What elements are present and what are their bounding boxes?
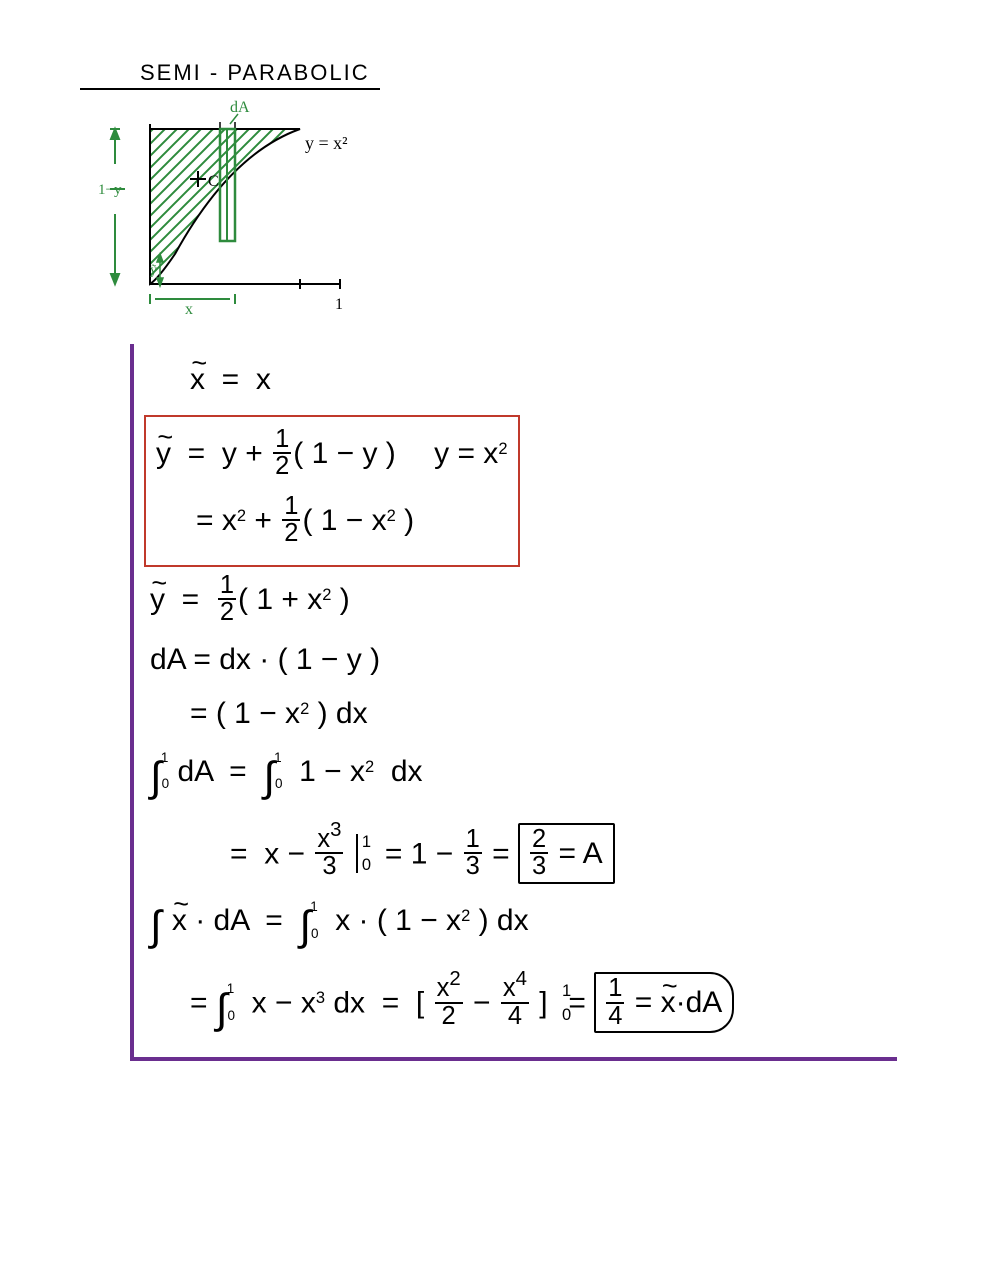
eq-area-eval: = x − x33 10 = 1 − 13 = 23 = A (230, 820, 897, 884)
highlight-box: y = y + 12( 1 − y ) y = x2 = x2 + 12( 1 … (144, 415, 520, 567)
eq-xdA-integral: ∫ x · dA = ∫10 x · ( 1 − x2 ) dx (150, 898, 897, 955)
eq-y-of-x: y = x2 (434, 434, 507, 475)
x-dim-label: x (185, 301, 193, 318)
work-area: x = x y = y + 12( 1 − y ) y = x2 = x2 + … (60, 344, 927, 1061)
left-margin-rule (130, 344, 134, 1061)
bottom-margin-rule (130, 1057, 897, 1061)
eq-xtilde: x = x (190, 360, 897, 401)
eq-dA-1: dA = dx · ( 1 − y ) (150, 640, 897, 681)
one-marker: 1 (335, 296, 343, 313)
boxed-xdA: 14 = x·dA (594, 972, 734, 1033)
one-minus-y-dim (110, 129, 125, 284)
eq-area-integral: ∫10 dA = ∫10 1 − x2 dx (150, 749, 897, 806)
eq-ytilde-def: y = y + 12( 1 − y ) y = x2 (156, 427, 508, 480)
curve-label: y = x² (305, 133, 348, 153)
diagram-svg: C dA y = x² 1−y ỹ (80, 94, 400, 324)
eq-dA-2: = ( 1 − x2 ) dx (190, 694, 897, 735)
page-title: SEMI - PARABOLIC (140, 60, 927, 86)
boxed-area: 23 = A (518, 823, 615, 884)
title-underline (80, 88, 380, 90)
eq-ytilde-final: y = 12( 1 + x2 ) (150, 573, 897, 626)
eq-ytilde-sub: = x2 + 12( 1 − x2 ) (196, 494, 508, 547)
dA-label: dA (230, 99, 250, 116)
semi-parabolic-diagram: C dA y = x² 1−y ỹ (80, 94, 927, 324)
one-minus-y-label: 1−y (98, 182, 122, 198)
page: SEMI - PARABOLIC (0, 0, 987, 1276)
shaded-region (150, 129, 300, 284)
y-tilde-dim-label: ỹ (150, 263, 157, 278)
centroid-label: C (208, 173, 219, 190)
eq-xdA-eval: = ∫10 x − x3 dx = [ x22 − x44 ] 10 = 14 … (190, 969, 897, 1037)
